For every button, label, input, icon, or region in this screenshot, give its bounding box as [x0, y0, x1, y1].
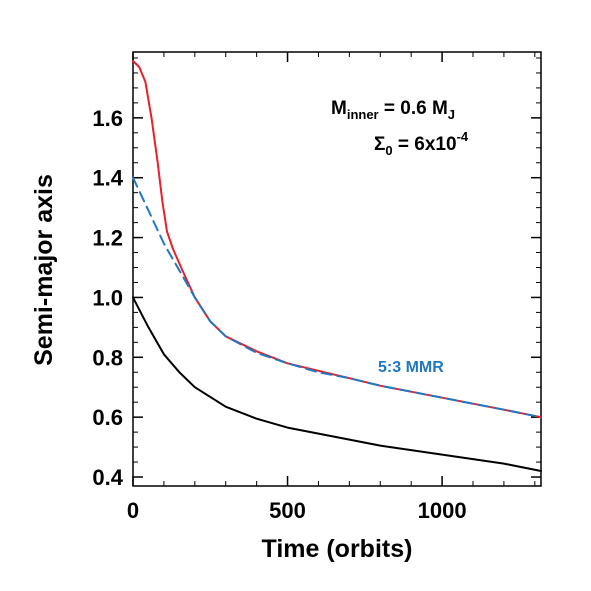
x-tick-label: 1000 [418, 498, 467, 523]
y-tick-label: 0.4 [92, 465, 123, 490]
x-tick-label: 0 [127, 498, 139, 523]
y-tick-label: 1.4 [92, 166, 123, 191]
annotation-mass: Minner = 0.6 MJ [331, 98, 455, 122]
plot-frame [132, 51, 542, 487]
y-tick-label: 0.8 [92, 345, 123, 370]
tick-labels: 0.4 0.6 0.8 1.0 1.2 1.4 1.6 0 500 1000 [92, 106, 466, 523]
x-axis-label: Time (orbits) [262, 535, 413, 563]
y-tick-label: 1.2 [92, 226, 123, 251]
annotation-sigma: Σ0 = 6x10-4 [374, 129, 469, 158]
annotation-resonance: 5:3 MMR [378, 359, 444, 376]
y-axis-label: Semi-major axis [30, 174, 58, 366]
series-layer [132, 60, 542, 472]
x-tick-label: 500 [269, 498, 306, 523]
y-tick-label: 1.0 [92, 285, 123, 310]
axis-ticks [132, 52, 541, 486]
y-tick-label: 0.6 [92, 405, 123, 430]
series-resonance [132, 176, 542, 419]
y-tick-label: 1.6 [92, 106, 123, 131]
series-outer-planet [132, 60, 542, 419]
series-inner-planet [132, 296, 542, 472]
